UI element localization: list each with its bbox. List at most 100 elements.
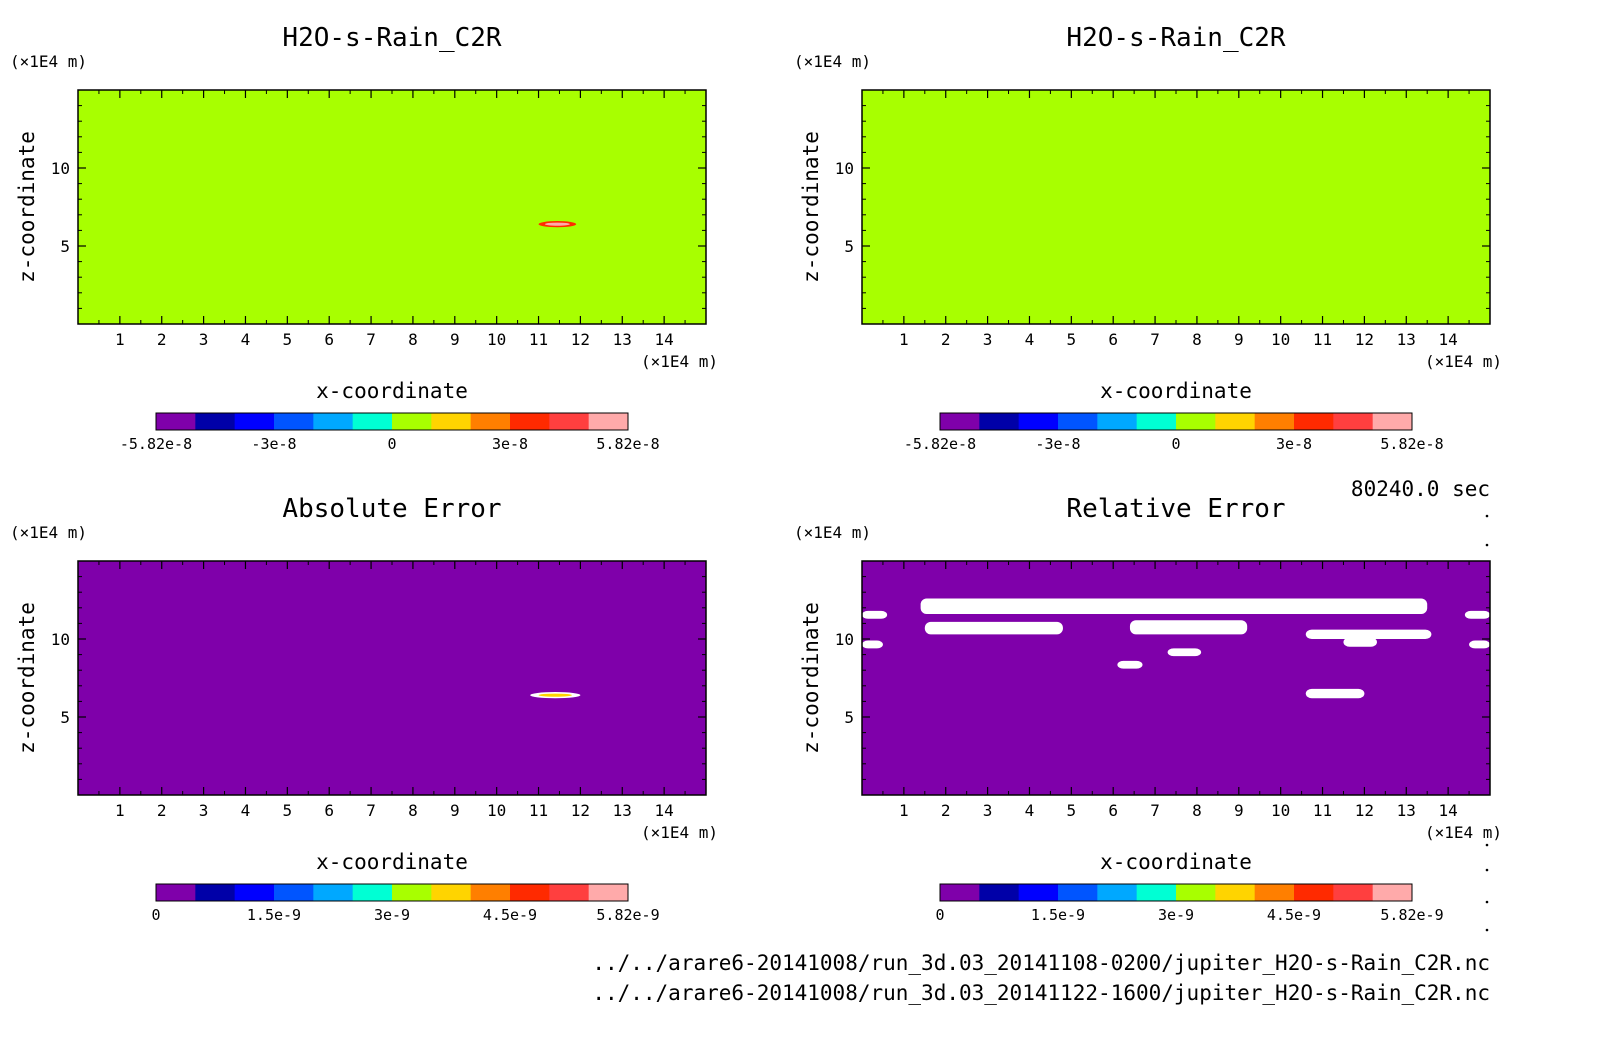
x-tick-label: 3 [983, 801, 993, 820]
x-unit-label: (×1E4 m) [1425, 352, 1502, 371]
colorbar-tick-label: -5.82e-8 [904, 435, 976, 453]
x-tick-label: 4 [1025, 330, 1035, 349]
colorbar-swatch [549, 884, 590, 901]
x-tick-label: 11 [1313, 801, 1332, 820]
y-tick-label: 10 [835, 159, 854, 178]
x-tick-label: 6 [1108, 330, 1118, 349]
y-tick-label: 10 [835, 630, 854, 649]
colorbar-tick-label: 0 [151, 906, 160, 924]
undefined-region [1343, 637, 1377, 647]
colorbar-tick-label: 4.5e-9 [1267, 906, 1321, 924]
x-tick-label: 10 [1271, 801, 1290, 820]
undefined-region [1305, 688, 1365, 699]
colorbar-swatch [392, 884, 432, 901]
x-tick-label: 7 [1150, 330, 1160, 349]
undefined-region [862, 610, 888, 619]
y-axis-label: z-coordinate [799, 602, 823, 754]
colorbar-swatch [940, 884, 980, 901]
margin-dot [1485, 900, 1489, 904]
colorbar-swatch [940, 413, 980, 430]
colorbar-tick-label: -3e-8 [1035, 435, 1080, 453]
colorbar-swatch [195, 884, 236, 901]
colorbar-swatch [1215, 884, 1256, 901]
colorbar-tick-label: -3e-8 [251, 435, 296, 453]
x-tick-label: 11 [1313, 330, 1332, 349]
undefined-region [1305, 629, 1432, 639]
margin-dot [1485, 514, 1489, 518]
colorbar-frame [939, 412, 1413, 431]
y-unit-label: (×1E4 m) [10, 523, 87, 542]
panel-title: H2O-s-Rain_C2R [282, 23, 501, 53]
colorbar-tick-label: 5.82e-9 [596, 906, 659, 924]
x-tick-label: 14 [1439, 330, 1458, 349]
colorbar-swatch [431, 413, 472, 430]
colorbar: -5.82e-8 -3e-8 0 3e-8 5.82e-8 [120, 412, 660, 453]
colorbar-swatch [1333, 413, 1374, 430]
x-tick-label: 2 [941, 801, 951, 820]
margin-dot [1485, 928, 1489, 932]
colorbar-swatch [274, 884, 314, 901]
x-tick-label: 13 [1397, 330, 1416, 349]
colorbar-frame [155, 412, 629, 431]
colorbar-swatch [234, 413, 275, 430]
x-tick-label: 13 [613, 801, 632, 820]
x-tick-label: 5 [1067, 801, 1077, 820]
panel-3: Absolute Error(×1E4 m)(×1E4 m)1 2 3 4 5 6 7 8 9 1… [10, 494, 718, 924]
x-tick-label: 11 [529, 801, 548, 820]
colorbar-swatch [1136, 884, 1177, 901]
x-tick-label: 5 [1067, 330, 1077, 349]
y-tick-label: 5 [844, 708, 854, 727]
colorbar-swatch [1294, 884, 1334, 901]
undefined-region [1167, 648, 1202, 657]
x-tick-label: 4 [1025, 801, 1035, 820]
colorbar-swatch [352, 884, 393, 901]
margin-dot [1485, 843, 1489, 847]
colorbar-tick-label: 3e-9 [1158, 906, 1194, 924]
colorbar-tick-label: 0 [935, 906, 944, 924]
x-axis-label: x-coordinate [1100, 379, 1252, 403]
x-tick-label: 6 [1108, 801, 1118, 820]
x-tick-label: 7 [366, 801, 376, 820]
x-tick-label: 6 [324, 330, 334, 349]
y-axis-label: z-coordinate [799, 131, 823, 283]
colorbar-swatch [549, 413, 590, 430]
x-tick-label: 2 [157, 801, 167, 820]
colorbar-swatch [979, 413, 1020, 430]
margin-dot [1485, 543, 1489, 547]
x-tick-label: 3 [983, 330, 993, 349]
x-axis-label: x-coordinate [316, 379, 468, 403]
x-tick-label: 14 [655, 330, 674, 349]
x-tick-label: 9 [1234, 330, 1244, 349]
colorbar-swatch [1097, 884, 1138, 901]
x-tick-label: 7 [1150, 801, 1160, 820]
panel-title: H2O-s-Rain_C2R [1066, 23, 1285, 53]
x-unit-label: (×1E4 m) [1425, 823, 1502, 842]
colorbar-swatch [156, 413, 196, 430]
colorbar-swatch [1254, 413, 1295, 430]
x-tick-label: 8 [1192, 801, 1202, 820]
colorbar-tick-label: 3e-8 [1276, 435, 1312, 453]
undefined-region [924, 621, 1063, 635]
colorbar-swatch [1018, 884, 1059, 901]
panel-1: H2O-s-Rain_C2R(×1E4 m)(×1E4 m)1 2 3 4 5 6 7 8 9 1… [10, 23, 718, 453]
x-unit-label: (×1E4 m) [641, 352, 718, 371]
colorbar-swatch [1333, 884, 1374, 901]
colorbar-swatch [470, 884, 511, 901]
x-tick-label: 12 [571, 330, 590, 349]
colorbar-swatch [1254, 884, 1295, 901]
colorbar-swatch [1372, 413, 1413, 430]
colorbar-swatch [392, 413, 432, 430]
y-tick-label: 5 [60, 708, 70, 727]
colorbar-swatch [1058, 413, 1098, 430]
colorbar-swatch [1176, 413, 1216, 430]
undefined-region [1464, 610, 1490, 619]
x-tick-label: 12 [571, 801, 590, 820]
margin-dots [1485, 514, 1489, 932]
colorbar-tick-label: 0 [1171, 435, 1180, 453]
colorbar-tick-label: 1.5e-9 [247, 906, 301, 924]
x-tick-label: 9 [450, 330, 460, 349]
colorbar: -5.82e-8 -3e-8 0 3e-8 5.82e-8 [904, 412, 1444, 453]
field-feature-core [544, 222, 570, 226]
x-tick-label: 11 [529, 330, 548, 349]
x-tick-label: 12 [1355, 330, 1374, 349]
